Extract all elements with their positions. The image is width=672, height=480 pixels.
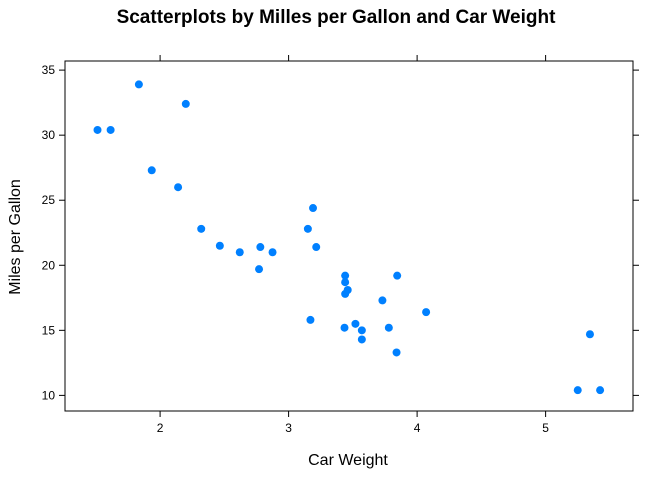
x-axis-label: Car Weight — [308, 452, 388, 469]
data-point — [351, 319, 360, 328]
x-tick-label: 4 — [414, 421, 421, 435]
data-point — [303, 224, 312, 233]
axis-ticks: 2 3 4 5 10 15 20 25 30 35 — [42, 55, 639, 435]
data-point — [255, 265, 264, 274]
data-point — [573, 386, 582, 395]
data-point — [93, 125, 102, 134]
data-point — [392, 348, 401, 357]
x-tick-label: 3 — [285, 421, 292, 435]
data-point — [215, 241, 224, 250]
data-point — [384, 323, 393, 332]
data-point — [341, 271, 350, 280]
data-point — [235, 248, 244, 257]
data-point — [181, 99, 190, 108]
y-tick-label: 30 — [42, 128, 56, 142]
data-point — [357, 335, 366, 344]
data-point — [585, 330, 594, 339]
data-point — [422, 308, 431, 317]
y-tick-label: 15 — [42, 323, 56, 337]
data-point — [309, 204, 318, 213]
y-tick-label: 20 — [42, 258, 56, 272]
data-point — [341, 278, 350, 287]
data-point — [174, 183, 183, 192]
data-point — [134, 80, 143, 89]
data-point — [106, 125, 115, 134]
x-tick-label: 2 — [157, 421, 164, 435]
y-tick-label: 10 — [42, 388, 56, 402]
data-point — [268, 248, 277, 257]
data-point — [312, 243, 321, 252]
y-tick-label: 35 — [42, 63, 56, 77]
data-point — [378, 296, 387, 305]
chart-title: Scatterplots by Milles per Gallon and Ca… — [117, 7, 557, 28]
data-point — [306, 315, 315, 324]
data-point — [256, 243, 265, 252]
y-tick-label: 25 — [42, 193, 56, 207]
data-points — [93, 80, 605, 395]
y-axis-label: Miles per Gallon — [7, 179, 24, 295]
plot-frame — [64, 60, 634, 412]
data-point — [393, 271, 402, 280]
data-point — [341, 289, 350, 298]
data-point — [340, 323, 349, 332]
x-tick-label: 5 — [542, 421, 549, 435]
data-point — [357, 326, 366, 335]
data-point — [147, 166, 156, 175]
data-point — [596, 386, 605, 395]
data-point — [197, 224, 206, 233]
